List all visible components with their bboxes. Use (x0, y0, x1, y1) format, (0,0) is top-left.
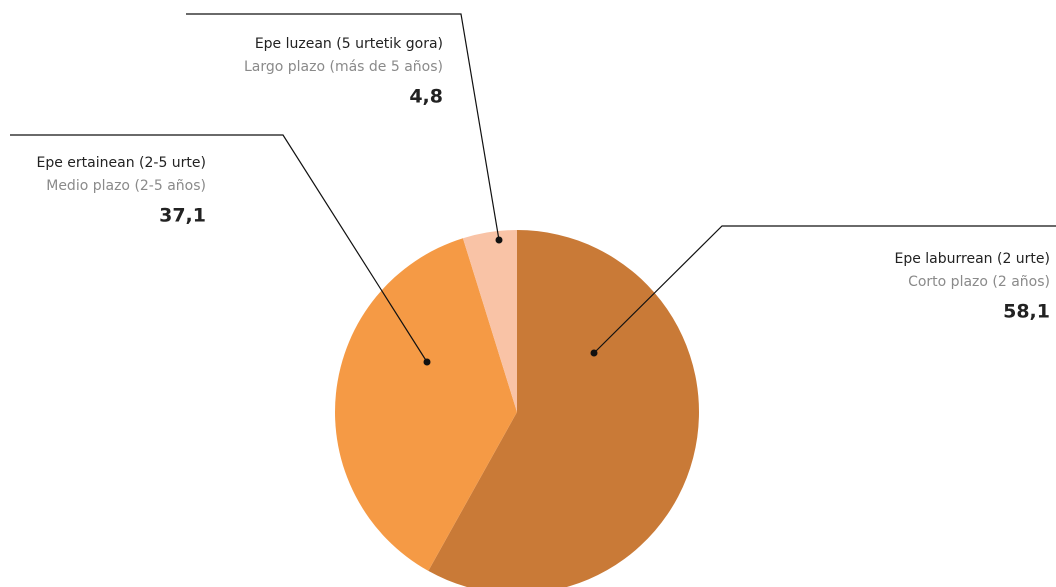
pie-slice (334, 238, 517, 571)
leader-dot (423, 358, 431, 366)
leader-line (186, 13, 500, 241)
pie-slice (428, 230, 699, 587)
label-sub: Largo plazo (más de 5 años) (244, 59, 443, 75)
value-label: 37,1 (159, 205, 206, 227)
leader-dot (495, 236, 503, 244)
value-label: 58,1 (1003, 301, 1050, 323)
leader-dot (590, 349, 598, 357)
label-name: Epe ertainean (2-5 urte) (37, 155, 206, 171)
label-name: Epe laburrean (2 urte) (894, 251, 1050, 267)
pie-slice (462, 230, 517, 412)
label-sub: Medio plazo (2-5 años) (46, 178, 206, 194)
leader-line (10, 134, 428, 363)
value-label: 4,8 (409, 86, 443, 108)
leader-line (593, 225, 1056, 354)
label-name: Epe luzean (5 urtetik gora) (255, 36, 443, 52)
label-sub: Corto plazo (2 años) (908, 274, 1050, 290)
